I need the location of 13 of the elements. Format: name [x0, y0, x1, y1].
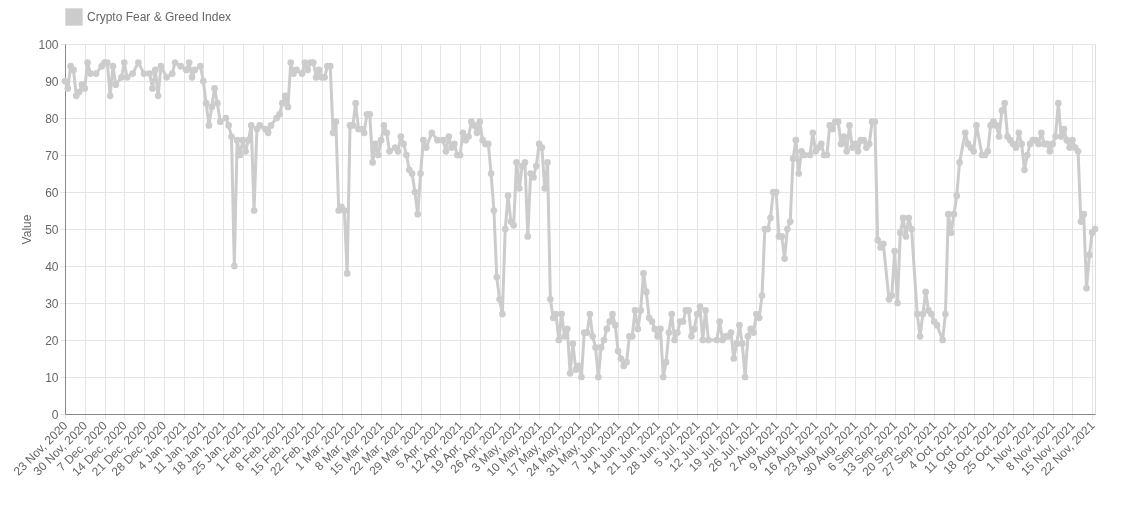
- y-tick-label: 10: [45, 370, 59, 385]
- y-tick-label: 60: [45, 185, 59, 200]
- y-tick-label: 100: [38, 37, 59, 52]
- y-tick-label: 40: [45, 259, 59, 274]
- y-tick-label: 30: [45, 296, 59, 311]
- y-tick-label: 20: [45, 333, 59, 348]
- y-axis-title: Value: [20, 214, 35, 245]
- y-tick-label: 80: [45, 111, 59, 126]
- y-tick-label: 90: [45, 74, 59, 89]
- y-tick-label: 50: [45, 222, 59, 237]
- y-tick-label: 70: [45, 148, 59, 163]
- legend-label: Crypto Fear & Greed Index: [87, 10, 232, 24]
- y-tick-label: 0: [51, 407, 59, 422]
